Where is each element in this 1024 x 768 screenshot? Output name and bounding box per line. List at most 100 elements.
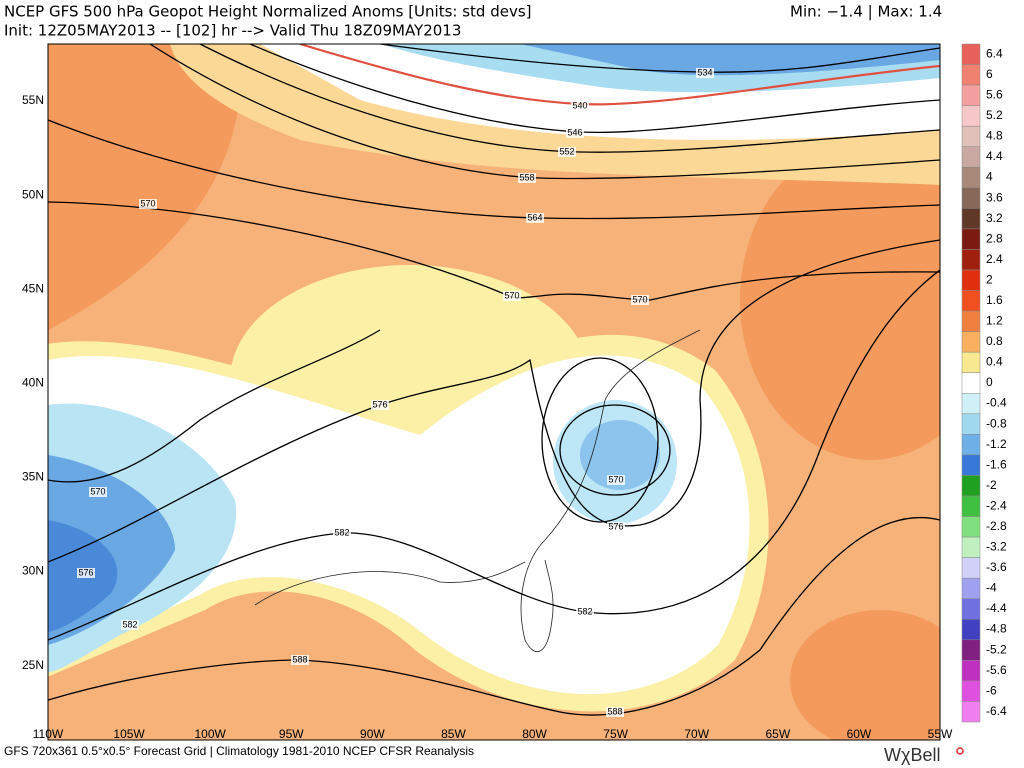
contour-label-bg bbox=[291, 655, 309, 665]
colorbar-swatch bbox=[961, 598, 981, 620]
colorbar-swatch bbox=[961, 434, 981, 456]
colorbar-label: -6.4 bbox=[986, 704, 1007, 718]
colorbar-label: 1.6 bbox=[986, 293, 1003, 307]
footer-caption: GFS 720x361 0.5°x0.5° Forecast Grid | Cl… bbox=[4, 744, 474, 758]
lon-label: 80W bbox=[522, 727, 547, 741]
colorbar-swatch bbox=[961, 372, 981, 394]
contour-label: 570 bbox=[90, 486, 105, 496]
colorbar-label: -5.6 bbox=[986, 663, 1007, 677]
colorbar-label: 2.4 bbox=[986, 252, 1003, 266]
colorbar-swatch bbox=[961, 310, 981, 332]
colorbar-swatch bbox=[961, 536, 981, 558]
colorbar-label: -2.4 bbox=[986, 498, 1007, 512]
colorbar-label: -2.8 bbox=[986, 519, 1007, 533]
colorbar-label: -1.6 bbox=[986, 457, 1007, 471]
contour-label: 582 bbox=[334, 527, 349, 537]
contour-label-bg bbox=[571, 101, 589, 111]
map-frame bbox=[47, 43, 941, 741]
colorbar-swatch bbox=[961, 619, 981, 641]
contour-label-bg bbox=[333, 528, 351, 538]
colorbar-label: 1.2 bbox=[986, 314, 1003, 328]
colorbar-label: 4.8 bbox=[986, 129, 1003, 143]
colorbar-label: 0 bbox=[986, 375, 993, 389]
colorbar-label: 3.6 bbox=[986, 190, 1003, 204]
colorbar-label: 5.2 bbox=[986, 108, 1003, 122]
contour-label: 570 bbox=[140, 198, 155, 208]
colorbar-swatch bbox=[961, 516, 981, 538]
colorbar-swatch bbox=[961, 290, 981, 312]
colorbar-label: -5.2 bbox=[986, 642, 1007, 656]
contour-label: 534 bbox=[697, 67, 712, 77]
colorbar-label: 4 bbox=[986, 170, 993, 184]
colorbar-swatch bbox=[961, 577, 981, 599]
colorbar-label: 0.4 bbox=[986, 355, 1003, 369]
colorbar-swatch bbox=[961, 701, 981, 723]
colorbar-swatch bbox=[961, 187, 981, 209]
contour-label: 546 bbox=[567, 127, 582, 137]
contour-label: 576 bbox=[78, 567, 93, 577]
colorbar-swatch bbox=[961, 167, 981, 189]
title: NCEP GFS 500 hPa Geopot Height Normalize… bbox=[4, 3, 532, 21]
colorbar-label: -4 bbox=[986, 581, 997, 595]
lat-label: 55N bbox=[22, 93, 44, 107]
lon-label: 95W bbox=[279, 727, 304, 741]
contour-label-bg bbox=[526, 213, 544, 223]
contour-label-bg bbox=[121, 620, 139, 630]
lon-label: 90W bbox=[360, 727, 385, 741]
contour-label: 576 bbox=[608, 521, 623, 531]
contour-label-bg bbox=[77, 568, 95, 578]
colorbar-label: -2 bbox=[986, 478, 997, 492]
lon-label: 75W bbox=[603, 727, 628, 741]
colorbar-label: 2.8 bbox=[986, 231, 1003, 245]
contour-label-bg bbox=[607, 475, 625, 485]
contour-label-bg bbox=[139, 199, 157, 209]
contour-label: 576 bbox=[372, 399, 387, 409]
colorbar-swatch bbox=[961, 331, 981, 353]
lon-label: 110W bbox=[33, 727, 64, 741]
contour-label: 552 bbox=[559, 146, 574, 156]
colorbar-swatch bbox=[961, 639, 981, 661]
contour-label-bg bbox=[558, 147, 576, 157]
contour-label: 540 bbox=[572, 100, 587, 110]
colorbar-label: 4.4 bbox=[986, 149, 1003, 163]
contour-label: 582 bbox=[122, 619, 137, 629]
colorbar-swatch bbox=[961, 475, 981, 497]
subtitle: Init: 12Z05MAY2013 -- [102] hr --> Valid… bbox=[4, 22, 461, 40]
colorbar-swatch bbox=[961, 557, 981, 579]
logo: WχBell bbox=[884, 745, 940, 765]
colorbar-label: -3.6 bbox=[986, 560, 1007, 574]
colorbar-label: -3.2 bbox=[986, 540, 1007, 554]
colorbar-label: 6 bbox=[986, 67, 993, 81]
colorbar-swatch bbox=[961, 495, 981, 517]
colorbar-swatch bbox=[961, 393, 981, 415]
colorbar-label: 5.6 bbox=[986, 88, 1003, 102]
colorbar-swatch bbox=[961, 105, 981, 127]
contour-label-bg bbox=[89, 487, 107, 497]
colorbar-label: 6.4 bbox=[986, 46, 1003, 60]
colorbar-swatch bbox=[961, 351, 981, 373]
map-field bbox=[48, 44, 940, 740]
colorbar-label: -0.8 bbox=[986, 416, 1007, 430]
contour-label-bg bbox=[503, 291, 521, 301]
contour-label: 570 bbox=[608, 474, 623, 484]
contour-label-bg bbox=[696, 68, 714, 78]
lon-label: 70W bbox=[684, 727, 709, 741]
lat-label: 35N bbox=[22, 470, 44, 484]
contour-label: 570 bbox=[632, 294, 647, 304]
colorbar-swatch bbox=[961, 660, 981, 682]
lon-label: 55W bbox=[928, 727, 953, 741]
lon-label: 100W bbox=[195, 727, 227, 741]
colorbar-label: -4.4 bbox=[986, 601, 1007, 615]
colorbar-label: 3.2 bbox=[986, 211, 1003, 225]
colorbar-label: -4.8 bbox=[986, 622, 1007, 636]
lat-label: 40N bbox=[22, 375, 44, 389]
contour-label: 588 bbox=[607, 706, 622, 716]
colorbar-label: 2 bbox=[986, 272, 993, 286]
contour-label: 582 bbox=[577, 606, 592, 616]
lon-label: 85W bbox=[441, 727, 466, 741]
contour-label: 564 bbox=[527, 212, 542, 222]
colorbar-swatch bbox=[961, 146, 981, 168]
contour-label: 570 bbox=[504, 290, 519, 300]
colorbar-swatch bbox=[961, 413, 981, 435]
